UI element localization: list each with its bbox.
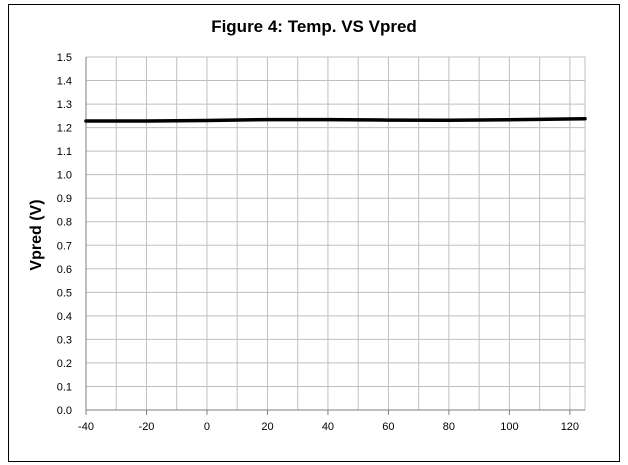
x-tick-label: 120	[561, 421, 579, 433]
y-tick-label: 0.9	[57, 193, 72, 205]
grid-lines	[85, 56, 586, 411]
y-tick-label: 0.6	[57, 264, 72, 276]
y-tick-label: 1.3	[57, 99, 72, 111]
x-tick-label: 0	[204, 421, 210, 433]
x-tick-label: 20	[261, 421, 273, 433]
y-tick-label: 0.5	[57, 287, 72, 299]
x-tick-label: 40	[322, 421, 334, 433]
x-tick-label: 60	[382, 421, 394, 433]
series-line	[84, 116, 587, 123]
x-tick-label: -40	[78, 421, 94, 433]
y-tick-label: 0.7	[57, 240, 72, 252]
y-tick-label: 1.4	[57, 76, 72, 88]
y-tick-label: 1.5	[57, 52, 72, 64]
y-tick-label: 0.8	[57, 217, 72, 229]
y-tick-label: 0.0	[57, 405, 72, 417]
x-tick-label: -20	[139, 421, 155, 433]
y-tick-label: 1.1	[57, 146, 72, 158]
axes	[85, 57, 585, 415]
x-tick-label: 80	[443, 421, 455, 433]
chart-title: Figure 4: Temp. VS Vpred	[211, 17, 417, 36]
x-tick-label: 100	[500, 421, 518, 433]
y-tick-label: 1.0	[57, 170, 72, 182]
y-tick-label: 1.2	[57, 123, 72, 135]
series-group	[84, 116, 587, 123]
y-tick-label: 0.4	[57, 311, 72, 323]
y-tick-label: 0.2	[57, 358, 72, 370]
x-tick-labels: -40 -20 0 20 40 60 80 100 120	[78, 421, 579, 433]
y-tick-label: 0.3	[57, 334, 72, 346]
y-tick-label: 0.1	[57, 381, 72, 393]
y-tick-labels: 0.0 0.1 0.2 0.3 0.4 0.5 0.6 0.7 0.8 0.9 1.0 1.1 1.2 1…	[57, 52, 72, 417]
y-axis-title: Vpred (V)	[28, 199, 45, 270]
